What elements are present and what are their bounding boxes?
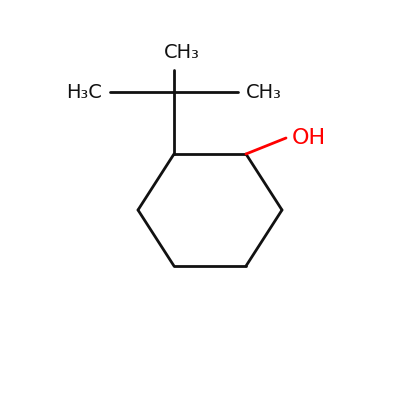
Text: CH₃: CH₃ (164, 43, 200, 62)
Text: CH₃: CH₃ (246, 82, 282, 102)
Text: H₃C: H₃C (66, 82, 102, 102)
Text: OH: OH (292, 128, 326, 148)
